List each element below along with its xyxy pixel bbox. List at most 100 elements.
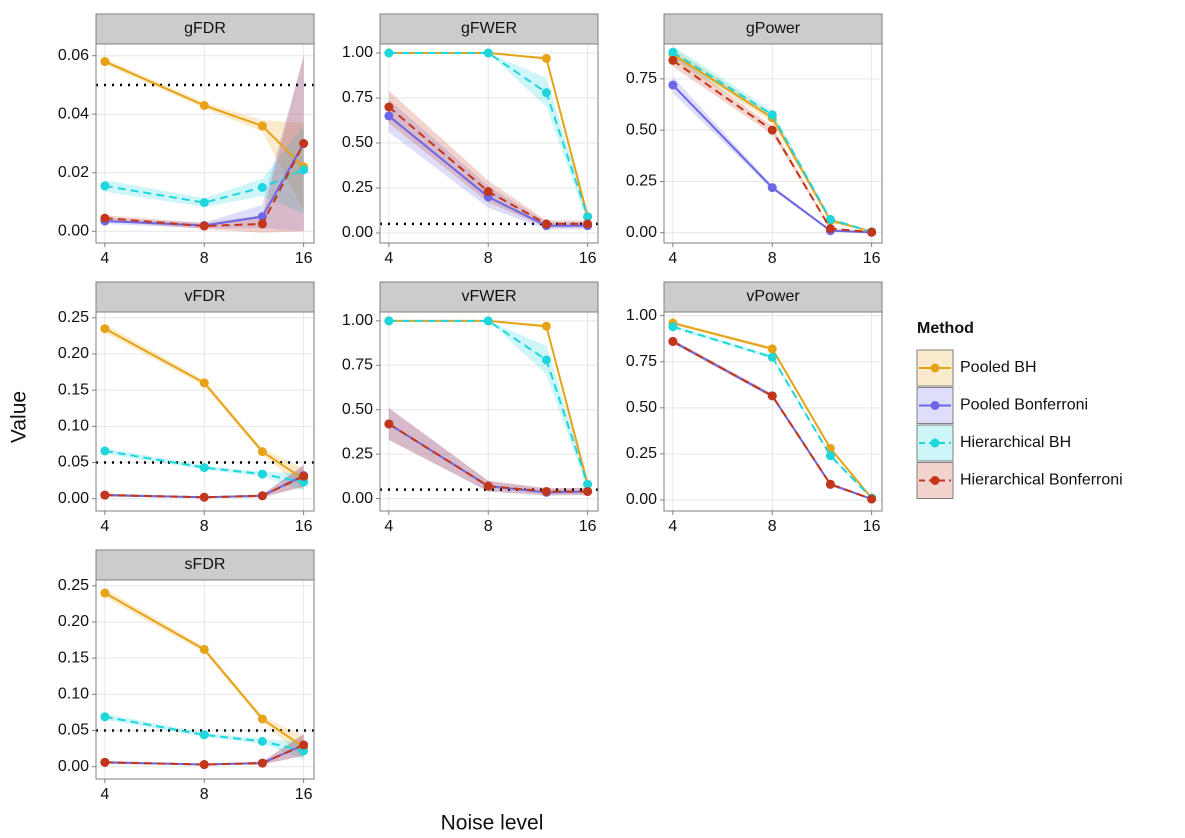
point [668,47,678,57]
series-line [672,53,872,233]
x-tick-label: 8 [484,518,493,535]
series-line [672,325,873,499]
y-tick-label: 0.25 [626,173,657,190]
y-tick-label: 0.00 [626,491,657,508]
point [199,492,209,502]
y-tick-label: 0.25 [58,577,89,594]
ribbon [104,125,304,214]
panel-title: vFDR [185,288,226,305]
x-tick-label: 4 [668,518,677,535]
point [483,187,493,197]
x-tick-label: 4 [100,786,109,803]
panel-title: sFDR [185,556,226,573]
strip [663,13,883,45]
y-tick-label: 0.10 [58,686,89,703]
x-tick-label: 4 [668,250,677,267]
panel-title: gPower [746,20,801,37]
point [583,486,593,496]
y-tick-label: 0.00 [58,490,89,507]
point [483,48,493,58]
x-tick-label: 4 [384,250,393,267]
legend-point [930,401,940,410]
point [541,321,551,331]
y-tick-label: 0.75 [626,353,657,370]
series-line [672,84,872,234]
x-tick-label: 16 [863,518,881,535]
point [199,463,209,473]
point [384,48,394,58]
point [100,213,110,223]
ribbon [388,407,588,496]
point [100,57,110,67]
series-line [388,115,588,227]
point [668,80,678,90]
point [384,102,394,112]
panel [664,312,882,511]
point [867,494,877,504]
point [583,479,593,489]
point [257,447,267,457]
point [299,139,309,148]
point [199,198,209,208]
series-line [672,322,873,499]
series-line [672,51,872,233]
point [668,336,678,346]
y-tick-label: 0.05 [58,454,89,471]
y-tick-label: 0.50 [342,134,373,151]
point [767,110,777,120]
point [257,219,267,229]
series-line [104,327,305,480]
point [257,469,267,479]
strip [95,549,315,581]
legend-point [930,438,940,448]
panel [380,44,598,243]
y-tick-label: 0.75 [626,70,657,87]
y-axis-label: Value [8,391,31,443]
x-tick-label: 4 [384,518,393,535]
y-tick-label: 0.50 [626,121,657,138]
point [541,88,551,98]
y-tick-label: 0.25 [342,445,373,462]
series-line [104,744,305,766]
point [541,355,551,365]
legend-title: Method [917,320,974,337]
point [100,324,110,334]
point [767,391,777,401]
legend-label: Pooled Bonferroni [960,397,1088,414]
panel-border [663,43,883,244]
point [668,322,678,332]
y-tick-label: 0.06 [58,47,89,64]
ribbon [104,55,304,232]
series-line [104,474,305,499]
panel-border [379,311,599,512]
y-tick-label: 0.00 [342,490,373,507]
panel-border [663,311,883,512]
x-tick-label: 16 [295,786,313,803]
point [583,219,593,229]
y-tick-label: 0.00 [342,224,373,241]
ribbon [104,588,304,759]
ribbon [104,324,304,491]
point [867,227,877,237]
panel-border [95,579,315,780]
series-line [388,51,589,217]
y-tick-label: 0.00 [626,224,657,241]
strip [95,13,315,45]
point [483,316,493,326]
ribbon [388,320,588,490]
y-tick-label: 0.25 [342,179,373,196]
panel [96,44,314,243]
point [825,214,835,224]
panel-border [95,311,315,512]
point [384,316,394,326]
point [384,111,394,121]
point [483,481,493,491]
point [100,712,110,722]
y-tick-label: 0.25 [626,445,657,462]
panel-title: gFWER [461,20,517,37]
y-tick-label: 0.10 [58,418,89,435]
point [199,221,209,231]
y-tick-label: 0.75 [342,357,373,374]
x-tick-label: 8 [768,250,777,267]
